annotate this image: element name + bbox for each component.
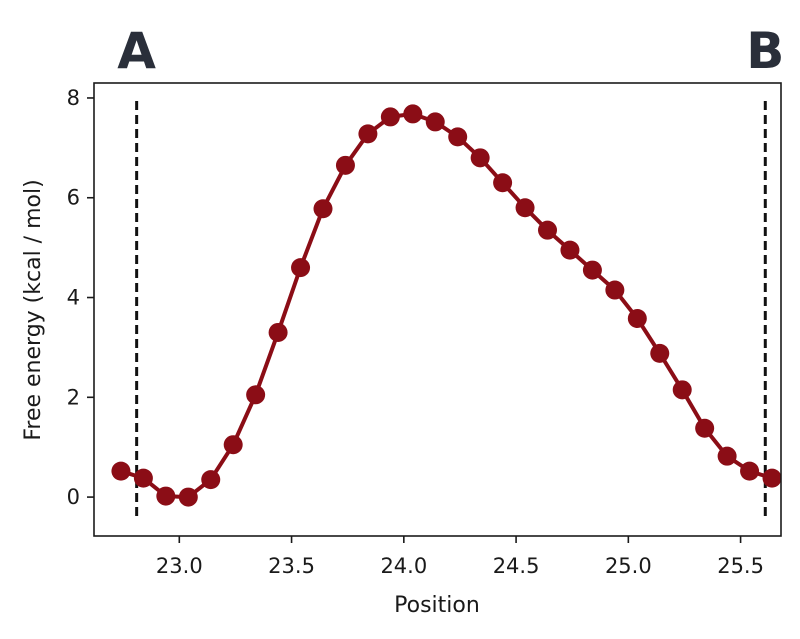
data-point (246, 385, 266, 405)
data-point (313, 199, 333, 219)
data-point (425, 112, 445, 132)
y-tick-label: 6 (67, 186, 80, 210)
data-point (762, 468, 782, 488)
data-point (358, 124, 378, 144)
data-point (335, 155, 355, 175)
data-point (380, 107, 400, 127)
data-point (672, 380, 692, 400)
data-point (605, 280, 625, 300)
x-tick-label: 23.5 (268, 554, 315, 578)
data-point (448, 127, 468, 147)
x-tick-label: 24.0 (380, 554, 427, 578)
data-point (493, 173, 513, 193)
data-point (650, 343, 670, 363)
data-point (717, 446, 737, 466)
series-line (120, 111, 773, 500)
data-point (111, 461, 131, 481)
y-axis-ticks: 0 2 4 6 8 (67, 86, 94, 509)
plot-frame (93, 82, 782, 537)
data-point (403, 104, 423, 124)
data-point (133, 468, 153, 488)
data-point (470, 148, 490, 168)
data-point (178, 487, 198, 507)
data-point (223, 435, 243, 455)
y-axis-label: Free energy (kcal / mol) (21, 179, 46, 440)
data-point (291, 258, 311, 278)
x-tick-label: 23.0 (156, 554, 203, 578)
data-point (695, 418, 715, 438)
data-point (201, 470, 221, 490)
y-tick-label: 8 (67, 86, 80, 110)
y-tick-label: 4 (67, 286, 80, 310)
x-tick-label: 24.5 (493, 554, 540, 578)
data-point (515, 198, 535, 218)
marker-label-b: B (746, 22, 784, 80)
x-axis-ticks: 23.0 23.5 24.0 24.5 25.0 25.5 (156, 536, 764, 578)
data-point (268, 322, 288, 342)
data-point (156, 486, 176, 506)
data-point (538, 220, 558, 240)
data-point (740, 461, 760, 481)
data-point (582, 260, 602, 280)
x-tick-label: 25.5 (717, 554, 764, 578)
x-tick-label: 25.0 (605, 554, 652, 578)
data-point (560, 240, 580, 260)
data-point (627, 308, 647, 328)
marker-label-a: A (117, 22, 156, 80)
y-tick-label: 0 (67, 485, 80, 509)
x-axis-label: Position (394, 593, 480, 618)
series-layer (111, 104, 782, 507)
y-tick-label: 2 (67, 385, 80, 409)
